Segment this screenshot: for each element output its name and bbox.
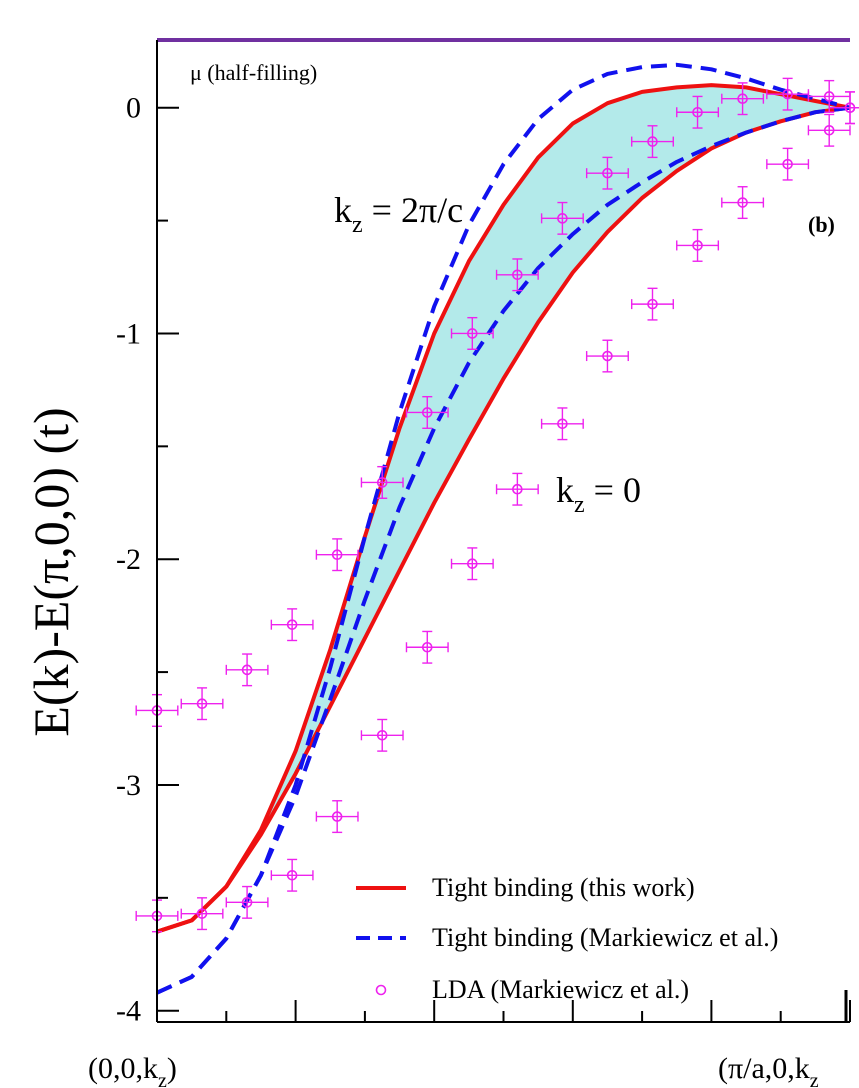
lda-point <box>360 718 404 752</box>
lda-point <box>270 858 314 892</box>
y-tick-label: -3 <box>116 769 141 802</box>
lda-marker <box>241 664 253 676</box>
lda-point <box>807 113 851 147</box>
legend-label-tight-binding-markiewicz: Tight binding (Markiewicz et al.) <box>432 923 778 952</box>
lda-marker <box>196 908 208 919</box>
x-tick-label-1: (π/a,0,kz <box>718 1052 819 1088</box>
legend-label-lda-markiewicz: LDA (Markiewicz et al.) <box>432 975 689 1004</box>
lda-marker <box>286 619 298 630</box>
y-tick-label: -1 <box>116 317 141 350</box>
lda-point <box>766 147 810 181</box>
lda-point <box>721 82 765 116</box>
legend-swatch-marker <box>375 984 387 996</box>
lda-marker <box>557 418 568 430</box>
lda-marker <box>286 869 298 881</box>
lda-point <box>225 653 269 687</box>
lda-marker <box>602 167 613 179</box>
y-tick-label: -4 <box>116 995 141 1028</box>
annotation-kz-0: kz = 0 <box>556 470 641 518</box>
lda-marker <box>331 811 343 822</box>
lda-point <box>585 156 629 190</box>
lda-point <box>495 472 539 506</box>
lda-point <box>180 687 224 721</box>
lda-marker <box>823 91 835 102</box>
lda-marker <box>823 124 835 136</box>
series-0-curve-1 <box>156 105 851 934</box>
series-0-curve-0 <box>156 83 851 934</box>
lda-point <box>585 339 629 373</box>
ticks-layer: 0 -1 -2 -3 -4 <box>116 92 851 1028</box>
lda-marker <box>692 106 703 118</box>
lda-marker <box>692 240 703 251</box>
lda-point <box>225 885 269 919</box>
lda-point <box>631 287 674 321</box>
lda-marker <box>844 102 856 114</box>
lda-marker <box>737 93 748 104</box>
lda-marker <box>467 328 478 339</box>
curve-layer <box>156 62 851 995</box>
lda-marker <box>782 158 793 170</box>
lda-point <box>631 125 674 159</box>
lda-marker <box>196 698 208 709</box>
lda-point <box>495 258 539 292</box>
lda-point <box>540 407 584 441</box>
legend: Tight binding (this work) Tight binding … <box>356 873 778 1004</box>
marker-layer <box>135 77 859 933</box>
lda-marker <box>512 483 523 495</box>
lda-marker <box>557 213 568 224</box>
fill-band <box>157 85 850 932</box>
lda-marker <box>421 407 433 418</box>
lda-marker <box>647 136 658 147</box>
lda-marker <box>331 549 343 561</box>
lda-point <box>405 395 449 429</box>
lda-marker <box>376 477 388 488</box>
series-1-curve-1 <box>156 105 851 995</box>
lda-point <box>828 91 859 125</box>
panel-label: (b) <box>808 212 835 237</box>
x-tick-label-0: (0,0,kz) <box>88 1052 177 1088</box>
y-tick-label: 0 <box>126 92 141 125</box>
lda-point <box>450 547 494 581</box>
lda-marker <box>376 730 388 741</box>
lda-marker <box>512 269 523 281</box>
series-1-curve-0 <box>156 62 851 995</box>
y-axis-label: E(k)-E(π,0,0) (t) <box>23 407 79 736</box>
lda-point <box>721 186 765 220</box>
lda-point <box>315 538 359 572</box>
lda-marker <box>737 197 748 208</box>
legend-label-tight-binding-this-work: Tight binding (this work) <box>432 873 695 902</box>
lda-point <box>676 228 720 262</box>
lda-point <box>270 608 314 642</box>
lda-point <box>180 897 224 931</box>
lda-point <box>450 316 494 350</box>
lda-point <box>807 79 851 113</box>
y-tick-label: -2 <box>116 543 141 576</box>
lda-marker <box>647 298 658 310</box>
lda-point <box>405 630 449 664</box>
lda-point <box>315 800 359 834</box>
lda-marker <box>782 88 793 100</box>
lda-point <box>360 465 404 499</box>
annotation-kz-2pi-c: kz = 2π/c <box>334 190 463 238</box>
mu-label: μ (half-filling) <box>190 60 317 85</box>
lda-point <box>540 201 584 235</box>
lda-marker <box>602 350 613 362</box>
fill-band-layer <box>157 85 850 932</box>
lda-point <box>676 95 720 129</box>
lda-marker <box>467 558 478 570</box>
lda-marker <box>241 897 253 908</box>
lda-marker <box>421 641 433 653</box>
